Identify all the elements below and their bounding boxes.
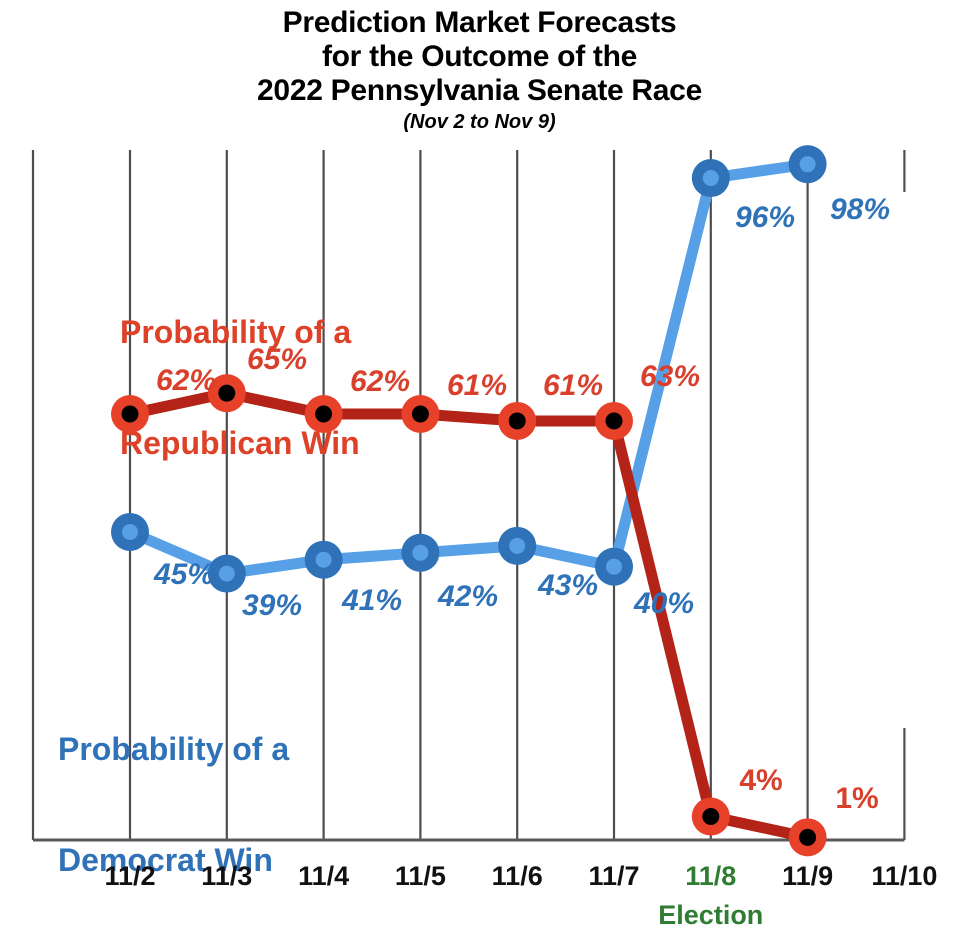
data-point-marker-core	[508, 412, 526, 430]
x-tick-11-2: 11/2	[104, 861, 156, 891]
series-label-democrat-line-1: Probability of a	[58, 731, 290, 767]
series-label-republican-line-2: Republican Win	[120, 425, 360, 461]
republican-value-label-2: 62%	[349, 365, 411, 398]
chart-title-line-2: for the Outcome of the	[321, 40, 638, 73]
x-tick-11-4: 11/4	[298, 861, 350, 891]
republican-value-label-3: 61%	[446, 369, 508, 402]
chart-title-block: Prediction Market Forecasts for the Outc…	[0, 6, 959, 135]
x-tick-11-3: 11/3	[201, 861, 253, 891]
democrat-value-label-2: 41%	[341, 584, 403, 617]
data-point-marker-core	[605, 412, 623, 430]
republican-value-label-4: 61%	[542, 369, 604, 402]
republican-value-label-7: 1%	[835, 782, 879, 815]
data-point-marker-core	[606, 558, 622, 575]
series-label-democrat: Probability of a Democrat Win	[58, 657, 289, 940]
democrat-value-label-3: 42%	[437, 580, 499, 613]
data-point-marker-core	[509, 537, 526, 554]
republican-value-label-5: 63%	[639, 360, 701, 393]
x-tick-11-7: 11/7	[588, 861, 640, 891]
data-point-marker-core	[315, 405, 333, 423]
series-label-republican-line-1: Probability of a	[120, 314, 352, 350]
democrat-value-label-5: 40%	[633, 587, 695, 620]
election-annotation: Election	[658, 900, 764, 930]
data-point-marker-core	[799, 156, 816, 173]
chart-title-line-3: 2022 Pennsylvania Senate Race	[257, 74, 702, 107]
x-tick-11-9: 11/9	[782, 861, 834, 891]
series-label-democrat-line-2: Democrat Win	[58, 842, 273, 878]
data-point-marker-core	[315, 551, 332, 568]
democrat-value-label-1: 39%	[241, 589, 303, 622]
data-point-marker-core	[122, 523, 138, 540]
democrat-value-label-4: 43%	[537, 569, 599, 602]
democrat-value-label-0: 45%	[153, 558, 215, 591]
democrat-value-label-6: 96%	[734, 201, 796, 234]
x-tick-11-5: 11/5	[394, 861, 446, 891]
x-tick-11-10: 11/10	[871, 861, 938, 891]
chart-subtitle: (Nov 2 to Nov 9)	[403, 111, 556, 133]
democrat-markers	[111, 145, 827, 593]
data-point-marker-core	[218, 565, 235, 582]
data-point-marker-core	[218, 384, 236, 402]
x-tick-11-6: 11/6	[491, 861, 543, 891]
data-point-marker-core	[702, 170, 719, 187]
chart-title-line-1: Prediction Market Forecasts	[282, 6, 677, 39]
series-label-republican: Probability of a Republican Win	[120, 240, 360, 536]
republican-value-label-1: 65%	[246, 343, 308, 376]
democrat-value-label-7: 98%	[829, 193, 891, 226]
data-point-marker-core	[121, 405, 139, 423]
republican-value-label-0: 62%	[155, 364, 217, 397]
data-point-marker-core	[799, 828, 817, 846]
data-point-marker-core	[412, 544, 429, 561]
republican-value-label-6: 4%	[739, 764, 783, 797]
data-point-marker-core	[411, 405, 429, 423]
x-tick-11-8: 11/8	[685, 861, 737, 891]
gridlines	[31, 150, 906, 840]
data-point-marker-core	[702, 808, 720, 826]
republican-markers	[111, 374, 827, 857]
